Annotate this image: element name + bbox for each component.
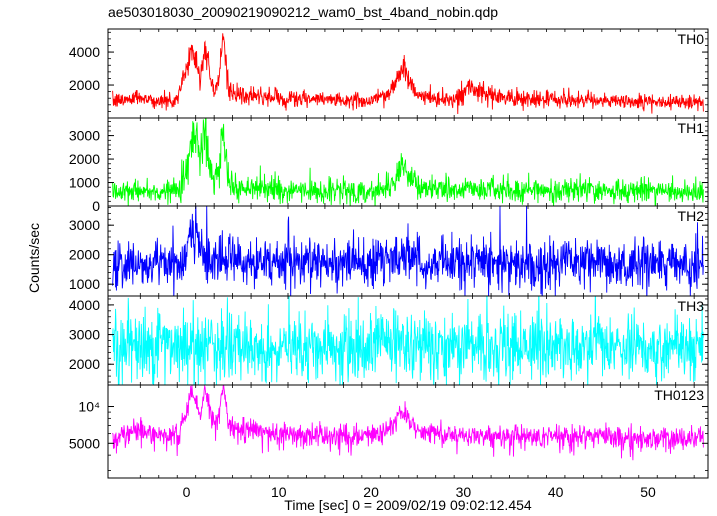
- y-tick-label: 2000: [69, 247, 100, 263]
- panel-frame-th0123: [107, 384, 709, 479]
- y-tick-label: 2000: [69, 151, 100, 167]
- y-tick-label: 3000: [69, 217, 100, 233]
- series-line-th0: [112, 33, 704, 114]
- x-tick-label: 30: [456, 484, 472, 500]
- chart-title: ae503018030_20090219090212_wam0_bst_4ban…: [108, 4, 499, 20]
- y-tick-label: 3000: [69, 327, 100, 343]
- series-line-th1: [112, 118, 704, 206]
- x-tick-label: 10: [271, 484, 287, 500]
- series-line-th3: [112, 296, 704, 385]
- y-tick-label: 0: [92, 198, 100, 214]
- panel-label-th1: TH1: [678, 120, 705, 136]
- panel-label-th0123: TH0123: [654, 387, 704, 403]
- x-tick-label: 20: [363, 484, 379, 500]
- y-tick-label: 5000: [69, 435, 100, 451]
- panel-label-th0: TH0: [678, 31, 705, 47]
- y-tick-label: 2000: [69, 356, 100, 372]
- y-tick-label: 1000: [69, 276, 100, 292]
- series-line-th2: [112, 206, 704, 296]
- x-tick-label: 50: [640, 484, 656, 500]
- y-tick-label: 2000: [69, 77, 100, 93]
- panel-label-th3: TH3: [678, 298, 705, 314]
- y-tick-label: 1000: [69, 175, 100, 191]
- x-axis-label: Time [sec] 0 = 2009/02/19 09:02:12.454: [284, 497, 532, 513]
- panel-label-th2: TH2: [678, 208, 705, 224]
- y-tick-label: 3000: [69, 128, 100, 144]
- y-tick-label: 10⁴: [78, 399, 100, 415]
- y-tick-label: 4000: [69, 44, 100, 60]
- x-tick-label: 40: [548, 484, 564, 500]
- y-tick-label: 4000: [69, 297, 100, 313]
- x-tick-label: 0: [183, 484, 191, 500]
- series-line-th0123: [112, 385, 704, 461]
